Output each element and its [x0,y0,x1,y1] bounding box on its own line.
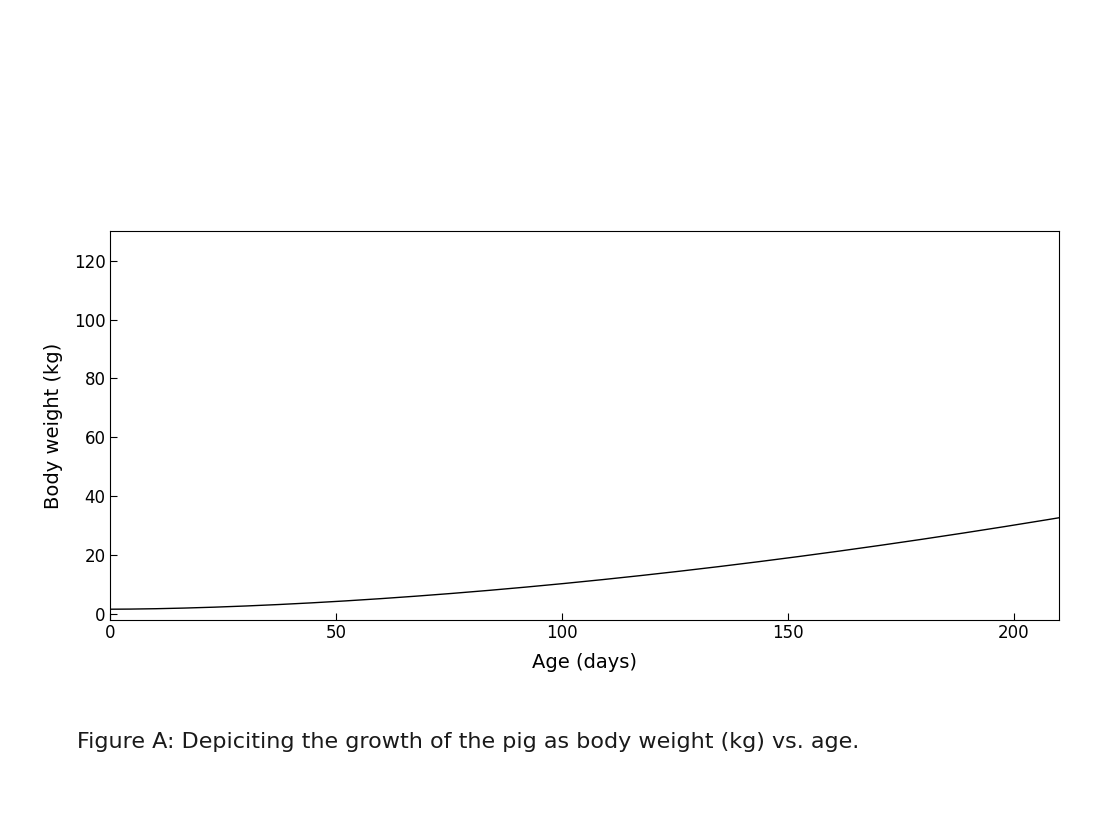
X-axis label: Age (days): Age (days) [532,653,638,672]
Y-axis label: Body weight (kg): Body weight (kg) [44,342,63,509]
Text: Figure A: Depiciting the growth of the pig as body weight (kg) vs. age.: Figure A: Depiciting the growth of the p… [77,732,859,752]
